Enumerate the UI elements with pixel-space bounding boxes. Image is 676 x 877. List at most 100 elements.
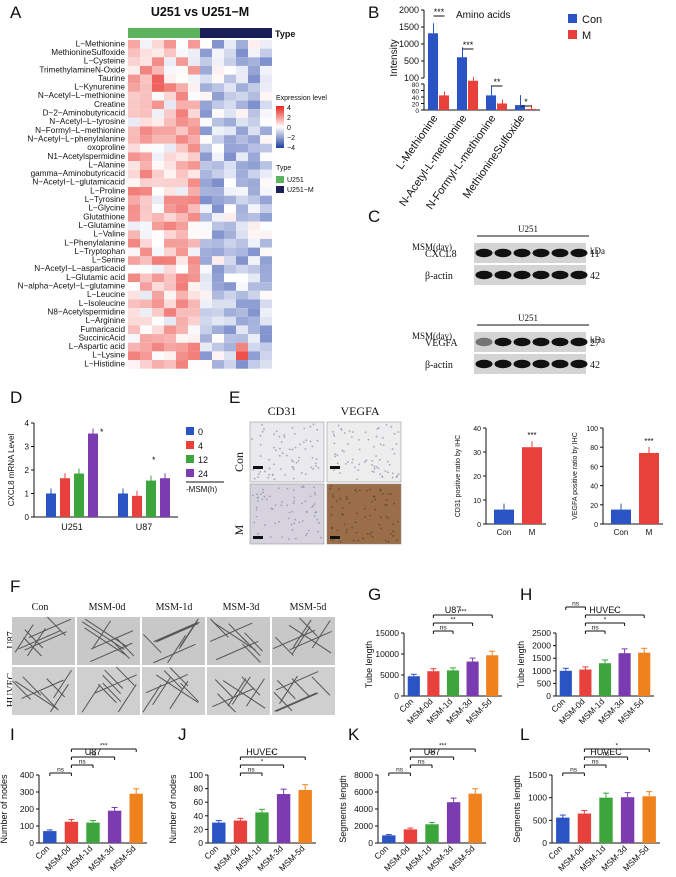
ihc-cell-dot bbox=[293, 522, 296, 525]
panel-g-chart-sig-label: ns bbox=[440, 625, 448, 632]
heatmap-cell bbox=[224, 282, 236, 291]
ihc-cell-dot bbox=[369, 533, 372, 536]
heatmap-cell bbox=[152, 247, 164, 257]
heatmap-cell bbox=[128, 204, 140, 213]
ihc-cell-dot bbox=[390, 493, 393, 495]
heatmap-cell bbox=[260, 178, 272, 188]
heatmap-cell bbox=[152, 264, 164, 274]
ihc-cell-dot bbox=[365, 489, 368, 492]
tube-network-line bbox=[241, 637, 261, 657]
panel-i-chart-sig-label: ns bbox=[79, 759, 87, 766]
heatmap-cell bbox=[212, 100, 224, 110]
ihc-cell-dot bbox=[288, 448, 291, 451]
heatmap-row-label: L−Tryptophan bbox=[75, 247, 126, 256]
paneld-legend-unit: -MSM(h) bbox=[186, 485, 217, 494]
heatmap-cell bbox=[260, 334, 272, 343]
heatmap-cell bbox=[248, 325, 260, 335]
heatmap-cell bbox=[176, 238, 188, 248]
tube-image-tile bbox=[12, 617, 75, 665]
heatmap-cell bbox=[260, 169, 272, 179]
tube-network-line bbox=[102, 682, 122, 702]
ihc-col-label: CD31 bbox=[268, 404, 297, 418]
tube-network-line bbox=[153, 622, 197, 643]
heatmap-cell bbox=[248, 316, 260, 326]
cd31-chart-x-tick-label: Con bbox=[497, 528, 512, 537]
heatmap-cell bbox=[212, 256, 224, 265]
ihc-cell-dot bbox=[281, 452, 284, 454]
heatmap-cell bbox=[260, 325, 272, 335]
heatmap-cell bbox=[236, 169, 248, 179]
heatmap-cell bbox=[128, 360, 140, 369]
heatmap-cell bbox=[152, 221, 164, 231]
ihc-cell-dot bbox=[274, 504, 277, 506]
heatmap-cell bbox=[188, 238, 200, 248]
ihc-cell-dot bbox=[287, 538, 290, 540]
blot-vegfa-band bbox=[494, 337, 512, 347]
heatmap-cell bbox=[128, 65, 140, 75]
heatmap-cell bbox=[140, 308, 152, 317]
heatmap-cell bbox=[176, 109, 188, 118]
blot-cxcl8-band bbox=[551, 248, 569, 258]
panelb-y-tick-label: 80 bbox=[412, 82, 420, 89]
heatmap-cell bbox=[236, 308, 248, 317]
ihc-cell-dot bbox=[355, 521, 357, 524]
heatmap-cell bbox=[260, 109, 272, 118]
heatmap-cell bbox=[200, 308, 212, 317]
expr-legend-tick: −4 bbox=[287, 145, 295, 152]
ihc-image-tile bbox=[249, 483, 325, 545]
heatmap-cell bbox=[164, 256, 176, 265]
panel-i-chart-sig-label: *** bbox=[100, 743, 108, 750]
panel-l-chart-y-tick-label: 0 bbox=[542, 838, 547, 848]
ihc-cell-dot bbox=[257, 476, 259, 478]
panel-h-chart-y-tick-label: 500 bbox=[537, 678, 551, 688]
heatmap-cell bbox=[164, 247, 176, 257]
tube-network-line bbox=[214, 679, 234, 699]
ihc-cell-dot bbox=[333, 469, 335, 472]
heatmap-cell bbox=[164, 48, 176, 58]
heatmap-cell bbox=[188, 282, 200, 291]
paneld-bar bbox=[60, 478, 70, 517]
heatmap-cell bbox=[212, 308, 224, 317]
heatmap-cell bbox=[236, 213, 248, 222]
heatmap-cell bbox=[152, 48, 164, 58]
panel-l-chart-sig-label: ns bbox=[570, 767, 578, 774]
ihc-cell-dot bbox=[384, 539, 387, 542]
tube-network-line bbox=[209, 622, 253, 642]
ihc-cell-dot bbox=[304, 448, 307, 450]
tube-network-line bbox=[210, 618, 229, 638]
heatmap-cell bbox=[248, 48, 260, 58]
heatmap-cell bbox=[200, 213, 212, 222]
panel-i-chart-title: U87 bbox=[85, 747, 102, 757]
panel-h-chart-y-tick-label: 2000 bbox=[532, 641, 551, 651]
ihc-cell-dot bbox=[297, 460, 300, 462]
expr-legend-tick: 0 bbox=[287, 125, 291, 132]
ihc-cell-dot bbox=[330, 513, 333, 516]
heatmap-cell bbox=[200, 230, 212, 239]
panel-g-chart-y-tick-label: 15000 bbox=[375, 628, 399, 638]
heatmap-row-label: gamma−Aminobutyricacid bbox=[31, 169, 126, 178]
heatmap-row-label: N−Acetyl−L−asparticacid bbox=[34, 264, 125, 273]
heatmap-cell bbox=[188, 334, 200, 343]
ihc-cell-dot bbox=[286, 454, 288, 457]
heatmap-row-label: SuccinicAcid bbox=[79, 333, 126, 342]
heatmap-cell bbox=[200, 57, 212, 66]
paneld-bar bbox=[132, 495, 142, 517]
panel-j-chart-bar bbox=[212, 822, 226, 843]
ihc-cell-dot bbox=[373, 467, 376, 470]
heatmap-cell bbox=[176, 48, 188, 58]
heatmap-cell bbox=[236, 316, 248, 326]
ihc-cell-dot bbox=[302, 485, 305, 488]
heatmap-cell bbox=[128, 161, 140, 170]
heatmap-cell bbox=[164, 109, 176, 118]
heatmap-cell bbox=[212, 178, 224, 188]
panel-l-chart-sig-label: ns bbox=[603, 751, 611, 758]
panel-i-chart-bar bbox=[107, 810, 122, 843]
heatmap-cell bbox=[248, 126, 260, 136]
heatmap-cell bbox=[188, 290, 200, 300]
heatmap-cell bbox=[140, 57, 152, 66]
panel-k-chart-bar bbox=[468, 793, 482, 843]
ihc-cell-dot bbox=[259, 434, 262, 437]
ihc-scale-bar bbox=[330, 536, 340, 539]
heatmap-cell bbox=[224, 48, 236, 58]
heatmap-row-label: Glutathione bbox=[83, 212, 125, 221]
